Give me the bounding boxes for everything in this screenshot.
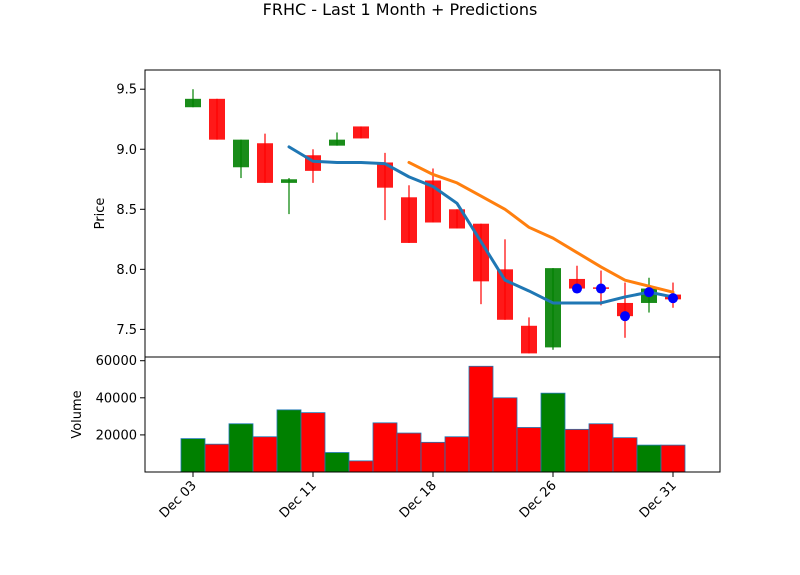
volume-bar xyxy=(564,428,590,473)
volume-bar xyxy=(636,444,662,473)
prediction-point xyxy=(668,293,678,304)
price-y-tick-label: 9.5 xyxy=(116,83,137,98)
candle-body xyxy=(353,126,369,139)
volume-bar xyxy=(444,436,470,473)
prediction-point xyxy=(644,287,654,298)
volume-bar xyxy=(348,460,374,473)
candle-body xyxy=(233,139,249,168)
volume-bar xyxy=(324,452,350,473)
candle-body xyxy=(329,139,345,146)
volume-bar xyxy=(492,397,518,473)
price-y-tick-label: 8.5 xyxy=(116,203,137,218)
price-panel-content xyxy=(185,89,681,354)
volume-bar xyxy=(396,432,422,473)
candle-body xyxy=(209,98,225,140)
volume-bar xyxy=(468,365,494,473)
candle-body xyxy=(497,269,513,320)
price-y-tick-label: 8.0 xyxy=(116,263,137,278)
candle-body xyxy=(185,98,201,108)
x-tick-label: Dec 11 xyxy=(277,478,320,521)
price-y-tick-label: 7.5 xyxy=(116,323,137,338)
candle-body xyxy=(449,209,465,229)
volume-y-tick-label: 60000 xyxy=(96,354,137,369)
volume-y-axis-label: Volume xyxy=(70,390,85,438)
price-panel-frame xyxy=(145,70,720,472)
candle-body xyxy=(401,197,417,243)
volume-bar xyxy=(660,444,686,473)
volume-bar xyxy=(228,423,254,473)
candle-body xyxy=(521,325,537,354)
ma-long-line xyxy=(407,160,675,294)
prediction-point xyxy=(620,311,630,322)
volume-bar xyxy=(204,443,230,473)
volume-bar xyxy=(612,437,638,473)
ma-short-line xyxy=(287,145,675,305)
volume-panel-content xyxy=(180,365,686,473)
prediction-point xyxy=(572,283,582,294)
candle-body xyxy=(257,143,273,183)
volume-bar xyxy=(276,409,302,473)
volume-bar xyxy=(588,423,614,473)
x-tick-label: Dec 26 xyxy=(517,478,560,521)
volume-y-tick-label: 20000 xyxy=(96,428,137,443)
candle-body xyxy=(281,179,297,183)
volume-bar xyxy=(420,441,446,473)
candle-body xyxy=(377,162,393,188)
chart-title: FRHC - Last 1 Month + Predictions xyxy=(262,0,538,19)
volume-bar xyxy=(516,427,542,473)
volume-bar xyxy=(300,412,326,473)
x-tick-label: Dec 18 xyxy=(397,478,440,521)
candle-body xyxy=(545,268,561,348)
prediction-point xyxy=(596,283,606,294)
volume-bar xyxy=(252,436,278,473)
x-tick-label: Dec 03 xyxy=(157,478,200,521)
volume-bar xyxy=(180,438,206,473)
volume-bar xyxy=(540,392,566,473)
candle-body xyxy=(617,302,633,317)
x-tick-label: Dec 31 xyxy=(637,478,680,521)
volume-bar xyxy=(372,422,398,473)
price-y-axis-label: Price xyxy=(93,198,108,230)
price-y-tick-label: 9.0 xyxy=(116,143,137,158)
volume-y-tick-label: 40000 xyxy=(96,391,137,406)
